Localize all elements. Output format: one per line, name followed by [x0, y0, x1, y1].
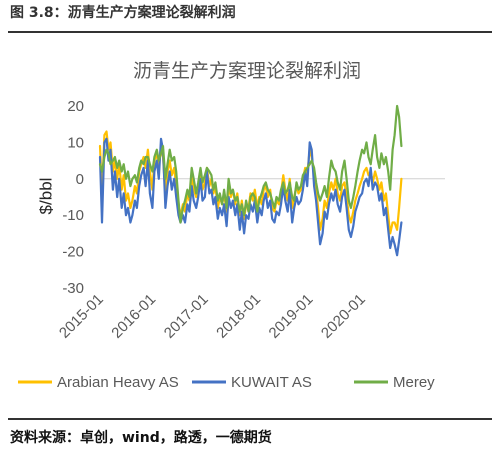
legend: Arabian Heavy AS KUWAIT AS Merey	[18, 374, 435, 391]
y-tick-label-3: -10	[62, 207, 84, 224]
source-divider	[8, 418, 492, 420]
x-tick-label-0: 2015-01	[56, 291, 107, 342]
source-note: 资料来源：卓创，wind，路透，一德期货	[10, 430, 272, 446]
x-tick-label-3: 2018-01	[213, 291, 264, 342]
legend-label-merey: Merey	[393, 374, 435, 391]
legend-item-arabian-heavy-as: Arabian Heavy AS	[18, 374, 179, 391]
legend-label-arabian-heavy-as: Arabian Heavy AS	[57, 374, 179, 391]
series-lines	[98, 104, 403, 257]
x-axis-ticks: 2015-01 2016-01 2017-01 2018-01 2019-01 2020-…	[56, 291, 369, 342]
caption-divider	[8, 31, 492, 33]
legend-item-kuwait-as: KUWAIT AS	[192, 374, 312, 391]
y-tick-label-0: 20	[67, 98, 84, 115]
y-tick-label-2: 0	[76, 171, 84, 188]
y-tick-label-1: 10	[67, 134, 84, 151]
figure-caption: 图 3.8：沥青生产方案理论裂解利润	[10, 5, 236, 21]
y-axis-ticks: 20 10 0 -10 -20 -30	[62, 98, 84, 297]
legend-item-merey: Merey	[354, 374, 435, 391]
series-line-merey	[98, 104, 403, 224]
y-tick-label-4: -20	[62, 244, 84, 261]
x-tick-label-2: 2017-01	[161, 291, 212, 342]
chart-title: 沥青生产方案理论裂解利润	[133, 60, 361, 82]
x-tick-label-5: 2020-01	[318, 291, 369, 342]
x-tick-label-1: 2016-01	[108, 291, 159, 342]
x-tick-label-4: 2019-01	[266, 291, 317, 342]
series-line-arabian-heavy-as	[98, 130, 403, 235]
y-axis-label: $/bbl	[37, 178, 56, 215]
y-tick-label-5: -30	[62, 280, 84, 297]
legend-label-kuwait-as: KUWAIT AS	[231, 374, 312, 391]
